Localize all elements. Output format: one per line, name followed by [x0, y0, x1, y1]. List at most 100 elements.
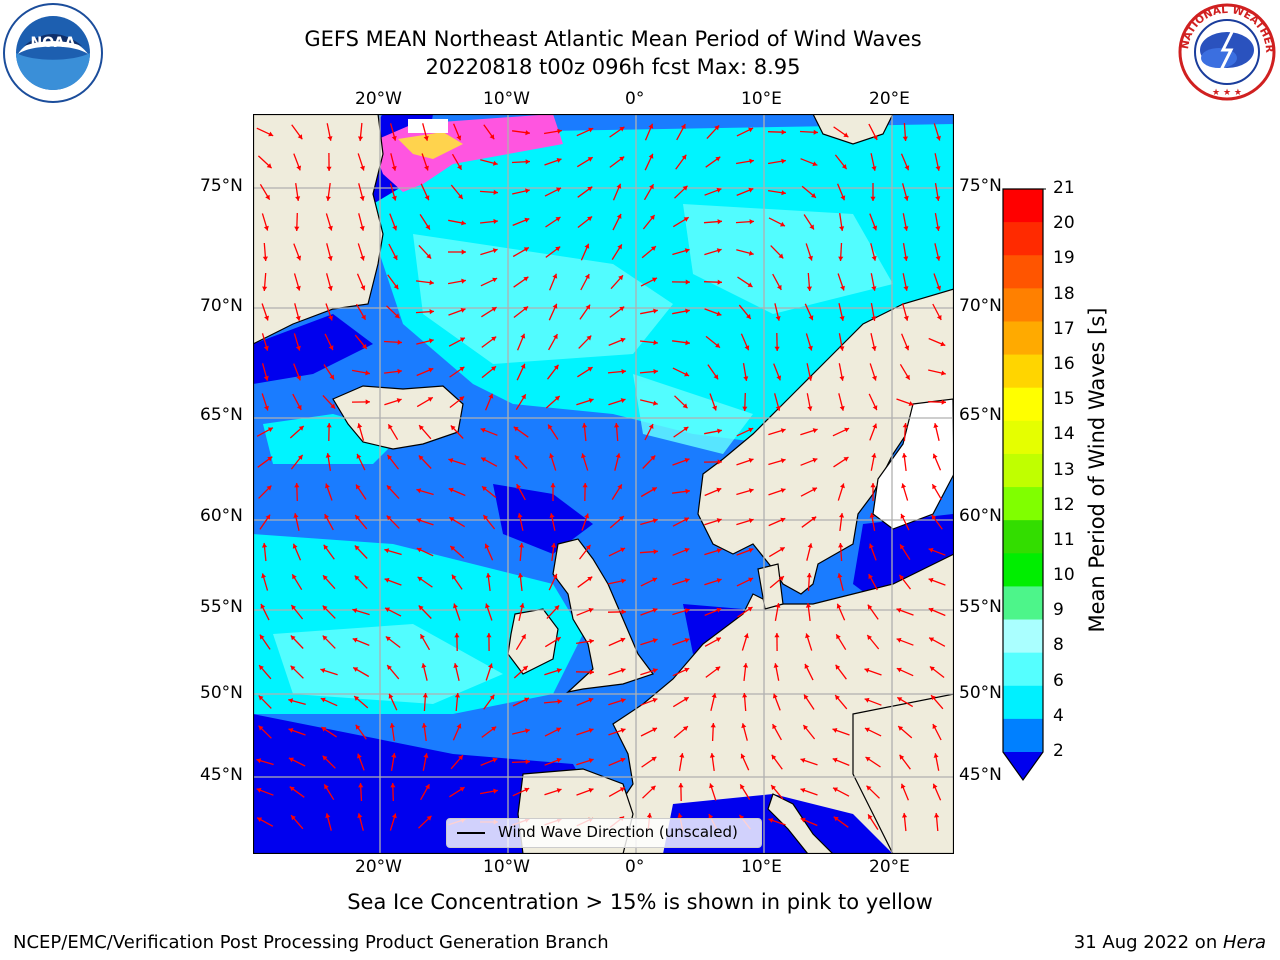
- wave-direction-arrowhead: [356, 453, 362, 459]
- lon-tick-top: 20°W: [355, 89, 402, 109]
- colorbar-segment: [1003, 354, 1043, 389]
- wave-direction-arrowhead: [708, 814, 714, 819]
- wave-direction-arrowhead: [424, 195, 430, 201]
- wave-direction-arrowhead: [297, 134, 303, 140]
- wave-direction-arrowhead: [354, 545, 360, 551]
- wave-direction-arrowhead: [749, 158, 754, 164]
- wave-direction-arrowhead: [588, 607, 594, 613]
- wave-direction-arrowhead: [517, 573, 524, 578]
- lon-tick-top: 10°E: [741, 89, 782, 109]
- wave-direction-arrowhead: [554, 605, 560, 611]
- wave-direction-arrowhead: [492, 248, 498, 254]
- wave-direction-arrowhead: [322, 755, 328, 761]
- wave-direction-arrowhead: [903, 256, 909, 261]
- wave-direction-arrowhead: [517, 513, 523, 518]
- wave-direction-arrowhead: [485, 573, 491, 578]
- wave-direction-arrowhead: [451, 574, 457, 580]
- wave-direction-arrowhead: [716, 548, 722, 554]
- wave-direction-arrowhead: [649, 215, 655, 220]
- wave-direction-arrowhead: [589, 638, 594, 644]
- wave-direction-arrowhead: [482, 486, 487, 492]
- wave-direction-arrowhead: [358, 136, 364, 141]
- wave-direction-arrowhead: [684, 638, 690, 643]
- wave-direction-arrowhead: [620, 698, 626, 703]
- wave-direction-arrowhead: [774, 346, 780, 351]
- wave-direction-arrowhead: [812, 428, 818, 434]
- wave-direction-arrowhead: [525, 188, 530, 194]
- wave-direction-arrowhead: [587, 367, 593, 372]
- wave-direction-arrowhead: [805, 633, 810, 639]
- wave-direction-arrowhead: [354, 575, 360, 581]
- wave-direction-arrowhead: [806, 286, 812, 291]
- wave-direction-arrowhead: [620, 337, 626, 343]
- lat-tick-right: 50°N: [959, 683, 1002, 703]
- wave-direction-arrowhead: [290, 665, 296, 671]
- wave-direction-arrowhead: [295, 196, 301, 201]
- wave-direction-arrowhead: [904, 345, 910, 351]
- wave-direction-arrowhead: [896, 637, 902, 643]
- wave-direction-arrowhead: [836, 634, 841, 640]
- wave-direction-arrowhead: [869, 543, 874, 549]
- wave-direction-arrowhead: [387, 454, 393, 460]
- wave-direction-arrowhead: [550, 483, 556, 488]
- wave-direction-arrowhead: [355, 515, 360, 520]
- wave-direction-arrowhead: [812, 161, 818, 167]
- wave-direction-arrowhead: [620, 668, 626, 673]
- wave-direction-arrowhead: [330, 403, 336, 409]
- wave-direction-arrowhead: [904, 165, 910, 171]
- wave-direction-arrowhead: [525, 759, 530, 765]
- wave-direction-arrowhead: [805, 603, 811, 608]
- wave-direction-arrowhead: [776, 375, 782, 381]
- wave-direction-arrowhead: [385, 607, 390, 613]
- wave-direction-arrowhead: [418, 605, 424, 611]
- colorbar-segment: [1003, 586, 1043, 621]
- wave-direction-arrowhead: [833, 816, 839, 822]
- wave-direction-arrowhead: [617, 484, 622, 490]
- wave-direction-arrowhead: [582, 423, 588, 428]
- wave-direction-arrowhead: [384, 548, 390, 554]
- wave-direction-arrowhead: [585, 304, 591, 310]
- wave-direction-arrowhead: [288, 698, 294, 704]
- wave-direction-arrowhead: [872, 135, 878, 140]
- wave-direction-arrowhead: [684, 547, 690, 553]
- wave-direction-arrowhead: [365, 370, 370, 376]
- wave-direction-arrowhead: [552, 273, 558, 279]
- wave-direction-arrowhead: [652, 697, 658, 703]
- wave-direction-arrowhead: [555, 217, 561, 222]
- wave-direction-arrowhead: [871, 346, 877, 351]
- wave-direction-arrowhead: [320, 697, 326, 703]
- wave-direction-arrowhead: [458, 194, 463, 199]
- wave-direction-arrowhead: [716, 187, 722, 193]
- wave-direction-arrowhead: [365, 399, 370, 405]
- wave-direction-arrowhead: [261, 543, 268, 548]
- wave-direction-arrowhead: [385, 636, 391, 642]
- wave-direction-arrowhead: [421, 663, 427, 668]
- wave-direction-arrowhead: [514, 455, 520, 461]
- lat-tick-right: 65°N: [959, 405, 1002, 425]
- wave-direction-arrowhead: [489, 134, 495, 140]
- wave-direction-arrowhead: [620, 547, 626, 553]
- wave-direction-arrowhead: [780, 517, 786, 523]
- wave-direction-arrowhead: [263, 345, 269, 351]
- wave-direction-arrowhead: [327, 255, 333, 261]
- wave-direction-arrowhead: [928, 577, 934, 583]
- colorbar-tick-label: 12: [1053, 494, 1075, 515]
- wave-direction-arrowhead: [811, 193, 816, 198]
- wave-direction-arrowhead: [740, 753, 746, 759]
- wave-direction-arrowhead: [359, 225, 365, 231]
- lon-tick-top: 0°: [625, 89, 645, 109]
- wave-direction-arrowhead: [417, 576, 423, 582]
- wave-direction-arrowhead: [839, 346, 845, 351]
- wave-direction-arrowhead: [422, 693, 428, 698]
- wave-direction-arrowhead: [936, 285, 941, 291]
- wave-direction-arrowhead: [456, 723, 462, 729]
- graticule: [253, 114, 954, 854]
- lat-tick-right: 75°N: [959, 176, 1002, 196]
- wave-direction-arrowhead: [325, 813, 331, 819]
- wave-direction-arrowhead: [682, 726, 688, 731]
- wave-direction-arrowhead: [908, 401, 914, 406]
- wave-direction-arrowhead: [326, 166, 332, 171]
- wave-direction-arrowhead: [868, 814, 873, 820]
- wave-direction-arrowhead: [556, 788, 562, 793]
- wave-direction-arrowhead: [391, 195, 397, 201]
